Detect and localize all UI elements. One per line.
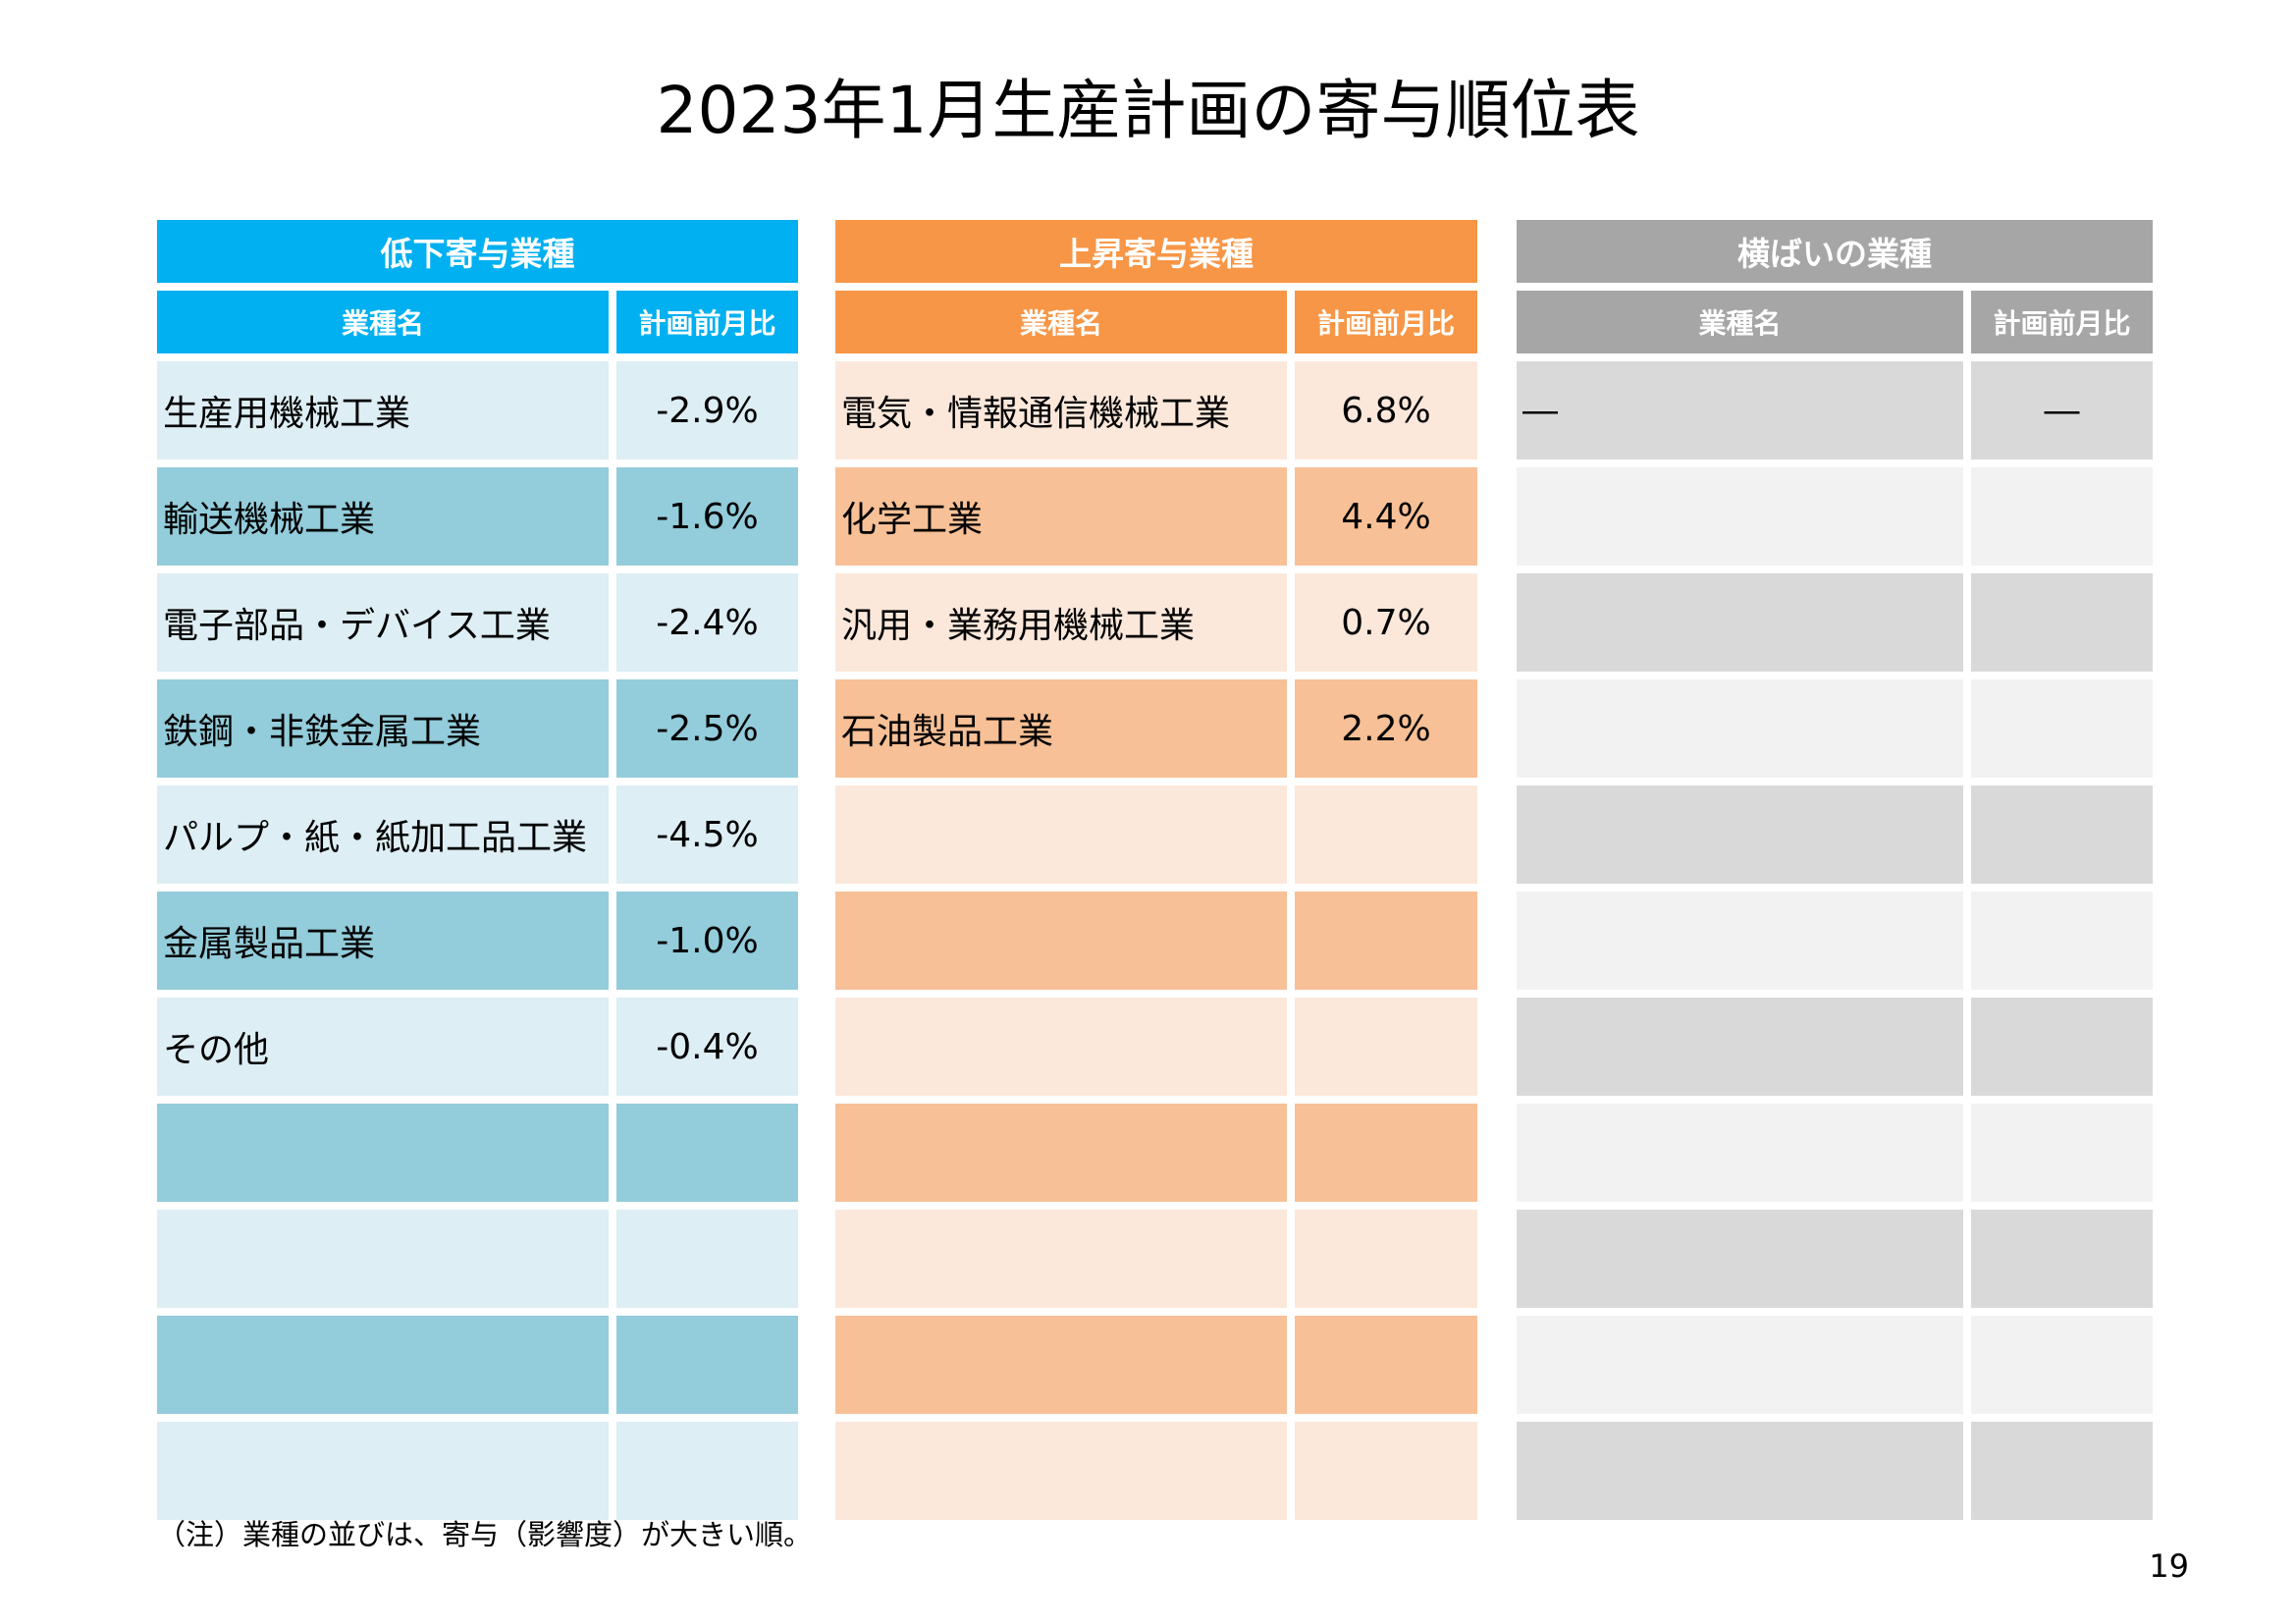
mom-ratio-cell (1971, 1422, 2153, 1520)
mom-ratio-cell (1971, 892, 2153, 990)
mom-ratio-cell (1971, 1316, 2153, 1414)
industry-name-cell: 鉄鋼・非鉄金属工業 (157, 679, 609, 778)
mom-ratio-cell: ― (1971, 361, 2153, 460)
page-number: 19 (2149, 1547, 2189, 1585)
industry-name-cell (1517, 1422, 1963, 1520)
mom-ratio-cell (1971, 785, 2153, 884)
mom-ratio-cell (1971, 573, 2153, 672)
industry-name-cell (835, 785, 1287, 884)
column-header-mom-ratio: 計画前月比 (1971, 291, 2153, 353)
mom-ratio-cell (1971, 998, 2153, 1096)
mom-ratio-cell (1295, 785, 1477, 884)
industry-name-cell: 輸送機械工業 (157, 467, 609, 566)
industry-name-cell (1517, 467, 1963, 566)
footnote: （注）業種の並びは、寄与（影響度）が大きい順。 (157, 1518, 813, 1551)
industry-name-cell: 汎用・業務用機械工業 (835, 573, 1287, 672)
mom-ratio-cell: -4.5% (616, 785, 798, 884)
mom-ratio-cell: -2.9% (616, 361, 798, 460)
industry-name-cell: ― (1517, 361, 1963, 460)
column-header-industry: 業種名 (835, 291, 1287, 353)
panel-title-flat: 横ばいの業種 (1517, 220, 2153, 283)
mom-ratio-cell: 6.8% (1295, 361, 1477, 460)
panel-title-down: 低下寄与業種 (157, 220, 798, 283)
page-title: 2023年1月生産計画の寄与順位表 (656, 73, 1640, 148)
mom-ratio-cell (1295, 1316, 1477, 1414)
column-header-industry: 業種名 (157, 291, 609, 353)
mom-ratio-cell (1295, 1104, 1477, 1202)
industry-name-cell (157, 1210, 609, 1308)
mom-ratio-cell: -2.5% (616, 679, 798, 778)
industry-name-cell (157, 1104, 609, 1202)
industry-name-cell (1517, 573, 1963, 672)
mom-ratio-cell: -1.6% (616, 467, 798, 566)
mom-ratio-cell: 4.4% (1295, 467, 1477, 566)
industry-name-cell: 電気・情報通信機械工業 (835, 361, 1287, 460)
mom-ratio-cell: -0.4% (616, 998, 798, 1096)
mom-ratio-cell: -1.0% (616, 892, 798, 990)
mom-ratio-cell (1295, 1422, 1477, 1520)
industry-name-cell: 生産用機械工業 (157, 361, 609, 460)
column-header-industry: 業種名 (1517, 291, 1963, 353)
mom-ratio-cell (1295, 998, 1477, 1096)
mom-ratio-cell: -2.4% (616, 573, 798, 672)
industry-name-cell: 化学工業 (835, 467, 1287, 566)
industry-name-cell (157, 1316, 609, 1414)
industry-name-cell: 金属製品工業 (157, 892, 609, 990)
industry-name-cell (1517, 785, 1963, 884)
industry-name-cell (1517, 1104, 1963, 1202)
column-header-mom-ratio: 計画前月比 (616, 291, 798, 353)
industry-name-cell: 石油製品工業 (835, 679, 1287, 778)
mom-ratio-cell (1295, 1210, 1477, 1308)
mom-ratio-cell: 0.7% (1295, 573, 1477, 672)
mom-ratio-cell: 2.2% (1295, 679, 1477, 778)
industry-name-cell (1517, 679, 1963, 778)
industry-name-cell: その他 (157, 998, 609, 1096)
industry-name-cell (835, 1316, 1287, 1414)
mom-ratio-cell (1295, 892, 1477, 990)
mom-ratio-cell (1971, 1210, 2153, 1308)
mom-ratio-cell (1971, 467, 2153, 566)
industry-name-cell: 電子部品・デバイス工業 (157, 573, 609, 672)
column-header-mom-ratio: 計画前月比 (1295, 291, 1477, 353)
industry-name-cell (1517, 1210, 1963, 1308)
industry-name-cell (835, 1104, 1287, 1202)
mom-ratio-cell (1971, 679, 2153, 778)
mom-ratio-cell (616, 1210, 798, 1308)
industry-name-cell (1517, 998, 1963, 1096)
mom-ratio-cell (616, 1316, 798, 1414)
industry-name-cell (835, 892, 1287, 990)
mom-ratio-cell (616, 1422, 798, 1520)
industry-name-cell (157, 1422, 609, 1520)
mom-ratio-cell (616, 1104, 798, 1202)
industry-name-cell (835, 998, 1287, 1096)
mom-ratio-cell (1971, 1104, 2153, 1202)
industry-name-cell (835, 1210, 1287, 1308)
industry-name-cell (1517, 892, 1963, 990)
industry-name-cell (835, 1422, 1287, 1520)
panel-title-up: 上昇寄与業種 (835, 220, 1477, 283)
industry-name-cell: パルプ・紙・紙加工品工業 (157, 785, 609, 884)
industry-name-cell (1517, 1316, 1963, 1414)
